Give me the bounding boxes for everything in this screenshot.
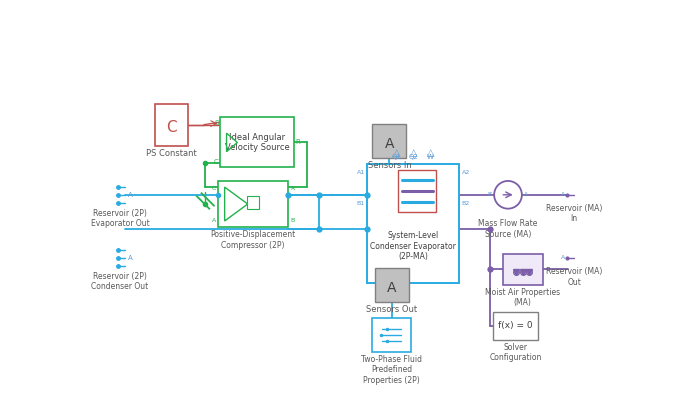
Bar xyxy=(154,103,189,146)
Text: System-Level
Condenser Evaporator
(2P-MA): System-Level Condenser Evaporator (2P-MA… xyxy=(370,231,456,261)
Text: S: S xyxy=(215,120,219,126)
Text: A2: A2 xyxy=(462,170,470,175)
Text: W: W xyxy=(427,154,433,161)
Text: A: A xyxy=(387,281,396,295)
Text: R: R xyxy=(290,186,294,191)
Text: Sensors Out: Sensors Out xyxy=(366,305,417,314)
Text: R: R xyxy=(295,139,300,146)
Text: Reservoir (2P)
Condenser Out: Reservoir (2P) Condenser Out xyxy=(92,272,149,291)
Text: Q1: Q1 xyxy=(391,154,401,161)
Text: PS Constant: PS Constant xyxy=(146,149,197,158)
Text: A: A xyxy=(561,192,565,197)
Bar xyxy=(398,170,436,212)
Bar xyxy=(503,254,542,285)
Bar xyxy=(493,312,538,339)
Text: Solver
Configuration: Solver Configuration xyxy=(489,343,542,362)
Text: Ideal Angular
Velocity Source: Ideal Angular Velocity Source xyxy=(224,133,289,152)
Bar xyxy=(373,318,411,352)
Text: Sensors In: Sensors In xyxy=(368,161,411,170)
Text: f(x) = 0: f(x) = 0 xyxy=(498,321,533,330)
Bar xyxy=(247,196,259,208)
Text: A: A xyxy=(561,256,565,261)
Text: Positive-Displacement
Compressor (2P): Positive-Displacement Compressor (2P) xyxy=(210,230,296,250)
Text: C: C xyxy=(212,186,216,191)
Text: Mass Flow Rate
Source (MA): Mass Flow Rate Source (MA) xyxy=(478,219,538,239)
Text: Moist Air Properties
(MA): Moist Air Properties (MA) xyxy=(485,288,560,307)
Text: Reservoir (MA)
In: Reservoir (MA) In xyxy=(546,204,603,224)
Bar xyxy=(367,163,459,283)
Text: A: A xyxy=(212,218,216,223)
Text: Reservoir (MA)
Out: Reservoir (MA) Out xyxy=(546,267,603,286)
Text: A: A xyxy=(384,137,394,151)
Text: △: △ xyxy=(393,148,400,158)
Text: A1: A1 xyxy=(356,170,365,175)
Text: △: △ xyxy=(410,148,417,158)
Text: B1: B1 xyxy=(356,201,365,206)
Text: B: B xyxy=(488,192,492,197)
Bar xyxy=(375,268,409,302)
Bar xyxy=(220,118,294,168)
Bar xyxy=(373,124,406,158)
Text: Reservoir (2P)
Evaporator Out: Reservoir (2P) Evaporator Out xyxy=(91,208,150,228)
Text: △: △ xyxy=(426,148,434,158)
Text: B: B xyxy=(290,218,294,223)
Text: C: C xyxy=(214,159,219,165)
Text: B2: B2 xyxy=(462,201,470,206)
Bar xyxy=(219,181,288,227)
Text: A: A xyxy=(128,255,132,261)
Text: Q2: Q2 xyxy=(408,154,418,161)
Text: Two-Phase Fluid
Predefined
Properties (2P): Two-Phase Fluid Predefined Properties (2… xyxy=(361,355,422,385)
Text: C: C xyxy=(166,121,177,135)
Text: A: A xyxy=(128,192,132,198)
Text: A: A xyxy=(524,192,528,197)
